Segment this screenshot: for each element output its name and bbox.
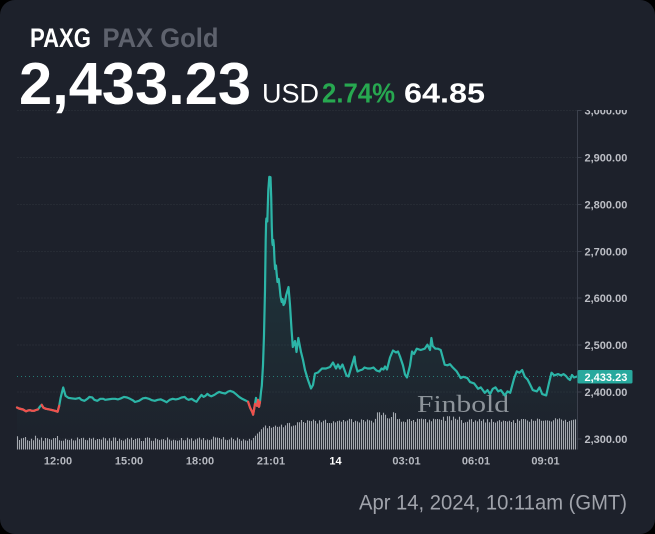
svg-text:64.85: 64.85: [404, 78, 485, 109]
svg-text:2,433.23: 2,433.23: [19, 51, 251, 117]
svg-text:2,700.00: 2,700.00: [585, 247, 628, 259]
svg-text:06:01: 06:01: [462, 456, 490, 468]
svg-text:14: 14: [329, 456, 342, 468]
svg-text:USD: USD: [262, 79, 319, 109]
svg-text:18:00: 18:00: [186, 456, 214, 468]
svg-text:03:01: 03:01: [392, 456, 420, 468]
svg-text:2,600.00: 2,600.00: [585, 293, 628, 305]
svg-text:Apr 14, 2024, 10:11am (GMT): Apr 14, 2024, 10:11am (GMT): [359, 492, 627, 515]
svg-text:21:01: 21:01: [257, 456, 285, 468]
svg-text:2,433.23: 2,433.23: [585, 372, 628, 384]
svg-text:3,000.00: 3,000.00: [585, 106, 628, 118]
svg-text:12:00: 12:00: [44, 456, 72, 468]
svg-text:PAX Gold: PAX Gold: [103, 23, 219, 53]
svg-text:15:00: 15:00: [115, 456, 143, 468]
svg-text:2,400.00: 2,400.00: [585, 387, 628, 399]
svg-text:09:01: 09:01: [531, 456, 559, 468]
svg-text:2,300.00: 2,300.00: [585, 434, 628, 446]
svg-text:2.74%: 2.74%: [322, 78, 395, 109]
svg-text:2,800.00: 2,800.00: [585, 200, 628, 212]
svg-text:2,900.00: 2,900.00: [585, 153, 628, 165]
svg-text:2,500.00: 2,500.00: [585, 340, 628, 352]
svg-text:PAXG: PAXG: [30, 23, 91, 53]
